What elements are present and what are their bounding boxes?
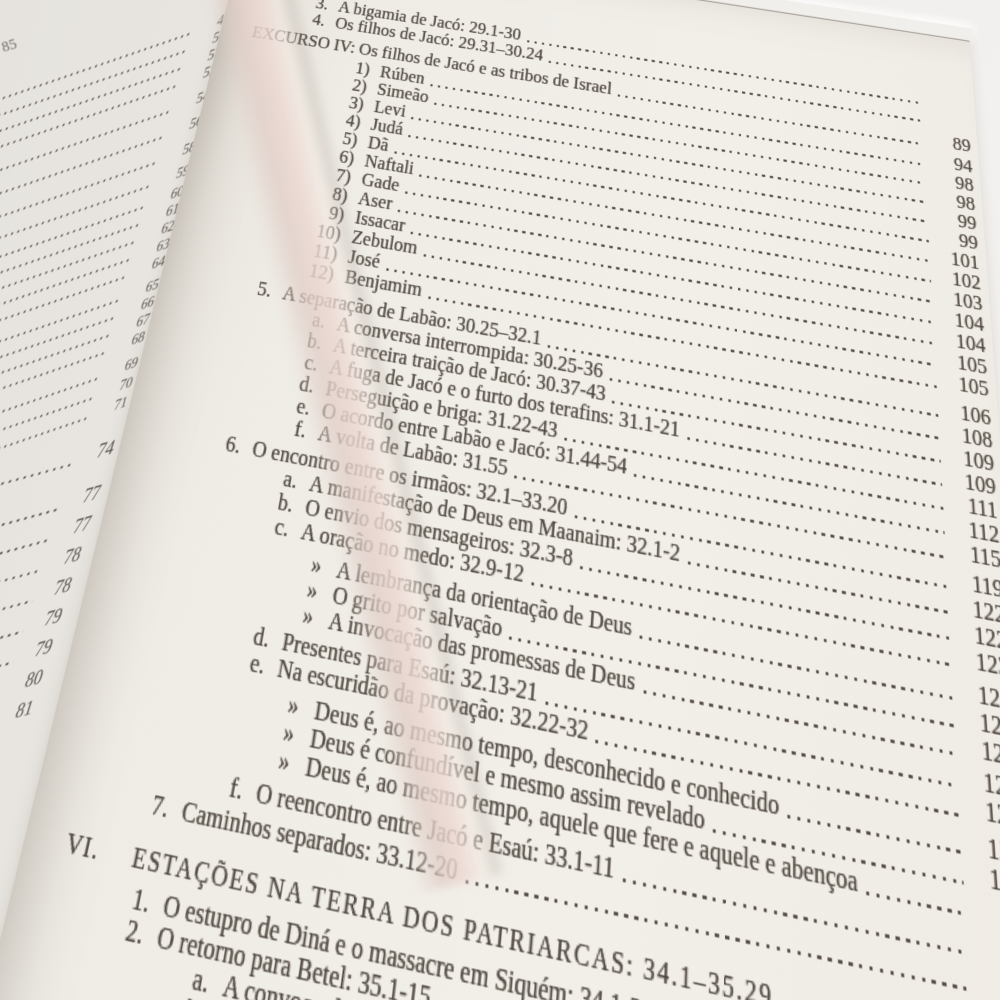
toc-entry-marker: » (304, 578, 320, 606)
toc-entry-marker: f. (227, 774, 246, 807)
toc-entry-page-number: 126 (984, 798, 1000, 835)
toc-entry-marker: » (276, 747, 292, 779)
toc-entry-marker: » (285, 692, 301, 723)
toc-entry-page-number (970, 954, 1000, 967)
toc-entry-page-number (925, 121, 970, 128)
toc-entry-marker: » (280, 719, 297, 751)
toc-entry-marker: VI. (62, 829, 103, 867)
toc-entry-page-number (968, 915, 1000, 928)
toc-entry-marker: » (309, 553, 324, 581)
left-page-number: 81 (12, 694, 37, 723)
toc-entry-marker: 6. (223, 433, 243, 459)
toc-entry-marker: 5. (255, 278, 274, 302)
toc-entry-marker: 7. (148, 791, 172, 825)
left-page-number: 74 (94, 434, 119, 463)
toc-entry-page-number (972, 990, 1000, 1000)
toc-entry-marker: 2. (122, 915, 147, 952)
toc-entry-marker: » (300, 603, 316, 632)
dot-leader (526, 40, 922, 105)
